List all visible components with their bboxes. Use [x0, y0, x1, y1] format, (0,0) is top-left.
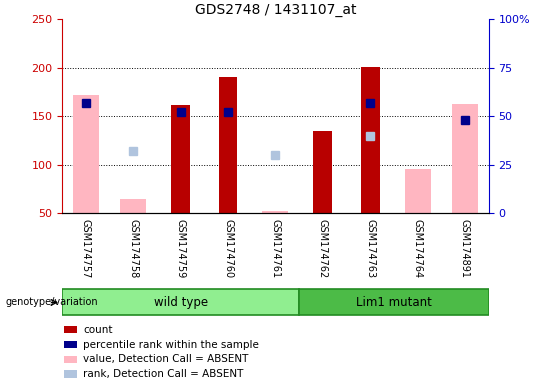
- Bar: [219, 78, 238, 213]
- Text: value, Detection Call = ABSENT: value, Detection Call = ABSENT: [84, 354, 249, 364]
- Text: GSM174763: GSM174763: [365, 218, 375, 278]
- FancyBboxPatch shape: [299, 290, 489, 315]
- Bar: [64, 326, 77, 333]
- Text: GSM174761: GSM174761: [271, 218, 280, 278]
- Text: GSM174764: GSM174764: [413, 218, 423, 278]
- Text: GSM174762: GSM174762: [318, 218, 328, 278]
- Text: GSM174760: GSM174760: [223, 218, 233, 278]
- Bar: [73, 95, 99, 213]
- Text: percentile rank within the sample: percentile rank within the sample: [84, 339, 259, 349]
- Text: GSM174757: GSM174757: [81, 218, 91, 278]
- Title: GDS2748 / 1431107_at: GDS2748 / 1431107_at: [194, 3, 356, 17]
- Bar: [120, 199, 146, 213]
- Text: GSM174891: GSM174891: [460, 218, 470, 278]
- Bar: [452, 104, 478, 213]
- Bar: [64, 356, 77, 363]
- Bar: [361, 67, 380, 213]
- Bar: [171, 104, 190, 213]
- Text: genotype/variation: genotype/variation: [5, 297, 98, 308]
- Bar: [64, 341, 77, 348]
- Text: GSM174759: GSM174759: [176, 218, 186, 278]
- Bar: [262, 211, 288, 213]
- Bar: [404, 169, 430, 213]
- Text: rank, Detection Call = ABSENT: rank, Detection Call = ABSENT: [84, 369, 244, 379]
- Bar: [64, 370, 77, 378]
- FancyBboxPatch shape: [62, 290, 299, 315]
- Bar: [313, 131, 332, 213]
- Text: count: count: [84, 325, 113, 335]
- Text: GSM174758: GSM174758: [128, 218, 138, 278]
- Text: Lim1 mutant: Lim1 mutant: [356, 296, 432, 309]
- Text: wild type: wild type: [153, 296, 208, 309]
